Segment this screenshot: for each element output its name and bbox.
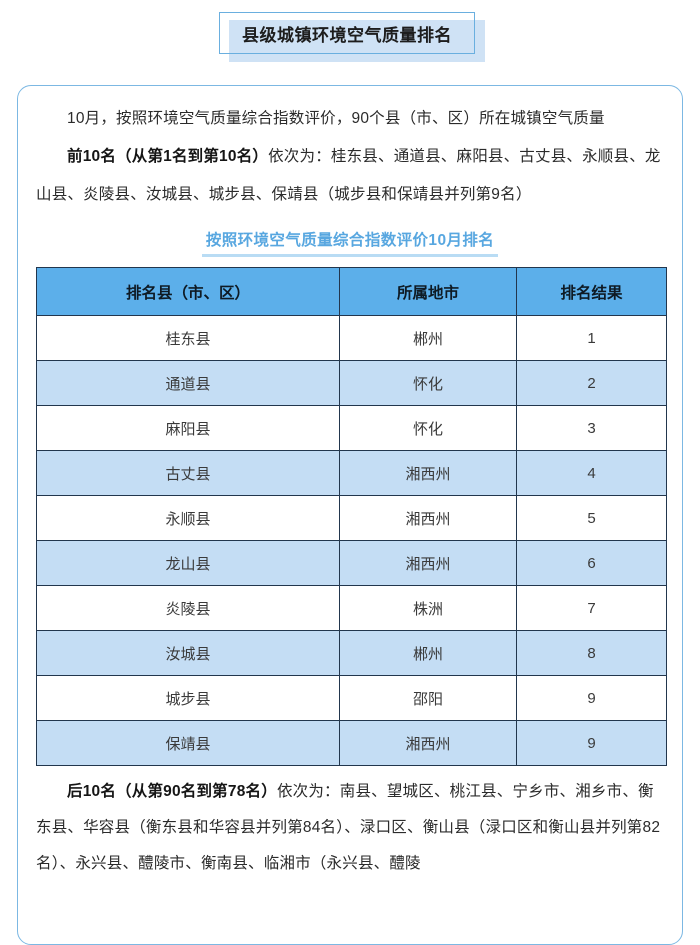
table-header: 排名县（市、区） 所属地市 排名结果 [36, 267, 667, 316]
cell-city: 郴州 [339, 630, 517, 676]
cell-city: 湘西州 [339, 540, 517, 586]
bottom10-label: 后10名（从第90名到第78名） [67, 783, 277, 800]
table-row: 保靖县 湘西州 9 [36, 720, 667, 766]
column-header-rank: 排名结果 [516, 267, 667, 316]
table-row: 麻阳县 怀化 3 [36, 405, 667, 451]
content-card: 10月，按照环境空气质量综合指数评价，90个县（市、区）所在城镇空气质量 前10… [17, 85, 683, 945]
column-header-city: 所属地市 [339, 267, 517, 316]
bottom10-body: 依次为：南县、望城区、桃江县、宁乡市、湘乡市、衡东县、华容县（衡东县和华容县并列… [36, 783, 661, 872]
ranking-table: 排名县（市、区） 所属地市 排名结果 桂东县 郴州 1 通道县 怀化 2 麻阳县 怀化 3 古丈县… [36, 267, 667, 766]
table-row: 龙山县 湘西州 6 [36, 540, 667, 586]
cell-county: 永顺县 [36, 495, 340, 541]
table-row: 古丈县 湘西州 4 [36, 450, 667, 496]
table-row: 永顺县 湘西州 5 [36, 495, 667, 541]
bottom10-paragraph: 后10名（从第90名到第78名）依次为：南县、望城区、桃江县、宁乡市、湘乡市、衡… [36, 774, 664, 882]
table-row: 桂东县 郴州 1 [36, 315, 667, 361]
cell-rank: 4 [516, 450, 667, 496]
cell-rank: 1 [516, 315, 667, 361]
cell-rank: 8 [516, 630, 667, 676]
cell-county: 桂东县 [36, 315, 340, 361]
cell-county: 保靖县 [36, 720, 340, 766]
table-row: 炎陵县 株洲 7 [36, 585, 667, 631]
top10-body: 依次为：桂东县、通道县、麻阳县、古丈县、永顺县、龙山县、炎陵县、汝城县、城步县、… [36, 148, 661, 203]
title-outline-rect [219, 12, 475, 54]
title-shadow-rect [229, 20, 485, 62]
cell-city: 怀化 [339, 360, 517, 406]
intro-paragraph: 10月，按照环境空气质量综合指数评价，90个县（市、区）所在城镇空气质量 [67, 110, 605, 127]
top10-paragraph: 前10名（从第1名到第10名）依次为：桂东县、通道县、麻阳县、古丈县、永顺县、龙… [36, 138, 664, 214]
top10-label: 前10名（从第1名到第10名） [67, 148, 269, 165]
table-header-row: 排名县（市、区） 所属地市 排名结果 [36, 267, 667, 316]
cell-county: 城步县 [36, 675, 340, 721]
section-subtitle: 按照环境空气质量综合指数评价10月排名 [36, 228, 664, 257]
cell-rank: 7 [516, 585, 667, 631]
cell-rank: 2 [516, 360, 667, 406]
page-title-banner: 县级城镇环境空气质量排名 [0, 0, 700, 72]
section-subtitle-rule [202, 254, 498, 257]
cell-rank: 5 [516, 495, 667, 541]
page-title: 县级城镇环境空气质量排名 [242, 25, 452, 45]
cell-city: 株洲 [339, 585, 517, 631]
cell-city: 怀化 [339, 405, 517, 451]
cell-county: 麻阳县 [36, 405, 340, 451]
cell-county: 汝城县 [36, 630, 340, 676]
cell-county: 通道县 [36, 360, 340, 406]
cell-city: 邵阳 [339, 675, 517, 721]
column-header-county: 排名县（市、区） [36, 267, 340, 316]
table-row: 城步县 邵阳 9 [36, 675, 667, 721]
cell-rank: 9 [516, 720, 667, 766]
section-subtitle-text: 按照环境空气质量综合指数评价10月排名 [205, 232, 495, 249]
cell-county: 炎陵县 [36, 585, 340, 631]
cell-city: 湘西州 [339, 450, 517, 496]
table-row: 汝城县 郴州 8 [36, 630, 667, 676]
table-body: 桂东县 郴州 1 通道县 怀化 2 麻阳县 怀化 3 古丈县 湘西州 4 永顺县 湘西州 5 龙山县 湘西州 6 炎… [36, 315, 667, 766]
cell-rank: 6 [516, 540, 667, 586]
table-row: 通道县 怀化 2 [36, 360, 667, 406]
cell-county: 龙山县 [36, 540, 340, 586]
cell-county: 古丈县 [36, 450, 340, 496]
cell-city: 湘西州 [339, 495, 517, 541]
cell-city: 湘西州 [339, 720, 517, 766]
cell-city: 郴州 [339, 315, 517, 361]
cell-rank: 9 [516, 675, 667, 721]
cell-rank: 3 [516, 405, 667, 451]
